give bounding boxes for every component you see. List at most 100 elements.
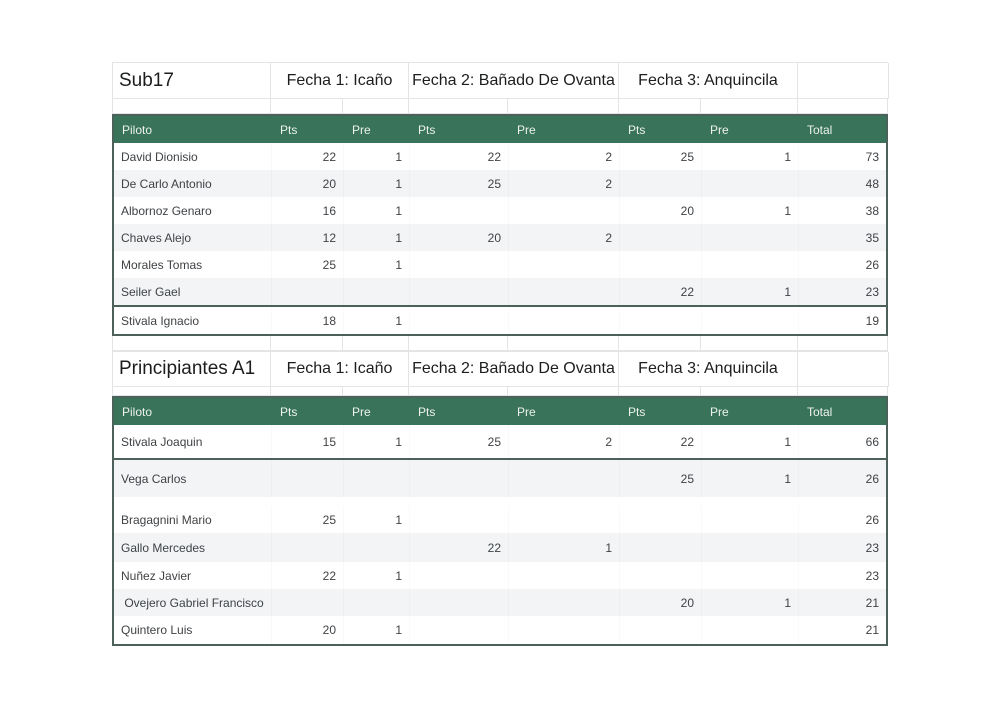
pre-cell [702,224,799,251]
category-title-row-sub17: Sub17 Fecha 1: Icaño Fecha 2: Bañado De … [112,62,889,99]
pre-cell: 1 [344,170,410,197]
category-title-row-principiantes-a1: Principiantes A1 Fecha 1: Icaño Fecha 2:… [112,351,889,387]
pre-cell [702,533,799,562]
table-row: Bragagnini Mario 25 1 26 [114,506,886,533]
pre-cell: 1 [344,143,410,170]
pre-cell: 1 [344,307,410,334]
empty-cell [271,387,343,396]
empty-cell [409,336,508,351]
event-title-fecha1: Fecha 1: Icaño [271,63,409,99]
empty-cell [798,336,888,351]
pts-cell [620,562,702,589]
pts-cell: 15 [272,425,344,458]
empty-cell [701,99,798,114]
pts-cell [410,251,509,278]
pts-cell [410,460,509,497]
pre-cell: 2 [509,143,620,170]
empty-cell [113,387,271,396]
pilot-cell: Quintero Luis [114,616,272,644]
header-pre-f1: Pre [352,404,371,419]
total-cell: 26 [865,471,879,486]
pts-cell [620,307,702,334]
pts-cell [620,224,702,251]
empty-cell [701,387,798,396]
pts-cell [620,616,702,644]
pre-cell: 2 [509,170,620,197]
empty-cell [113,99,271,114]
pilot-cell: Morales Tomas [114,251,272,278]
table-row: Morales Tomas 25 1 26 [114,251,886,278]
pts-cell: 22 [410,143,509,170]
pre-cell [702,506,799,533]
pre-cell [344,533,410,562]
header-pre-f1: Pre [352,122,371,137]
empty-cell [343,387,409,396]
pilot-cell: David Dionisio [114,143,272,170]
total-cell: 23 [865,284,879,299]
pre-cell: 1 [344,506,410,533]
header-pts-f3: Pts [628,404,646,419]
pilot-cell: Chaves Alejo [114,224,272,251]
pts-cell [272,460,344,497]
pts-cell: 22 [620,278,702,305]
spacer-row [112,99,888,114]
pts-cell: 20 [272,170,344,197]
column-header-row: Piloto Pts Pre Pts Pre Pts Pre Total [114,116,886,143]
published-sheet: Sub17 Fecha 1: Icaño Fecha 2: Bañado De … [112,62,889,646]
empty-cell [508,387,619,396]
empty-cell [508,99,619,114]
header-pts-f2: Pts [418,122,436,137]
pts-cell [410,506,509,533]
pre-cell [702,170,799,197]
event-title-fecha2: Fecha 2: Bañado De Ovanta [409,352,619,387]
pts-cell [410,197,509,224]
pts-cell: 25 [620,143,702,170]
pts-cell: 25 [620,460,702,497]
pre-cell [344,278,410,305]
pts-cell: 16 [272,197,344,224]
empty-cell [798,352,889,387]
pre-cell: 1 [702,460,799,497]
pre-cell: 1 [344,616,410,644]
pts-cell: 25 [410,425,509,458]
total-cell: 23 [865,568,879,583]
header-pts-f1: Pts [280,122,298,137]
pilot-cell: Stivala Ignacio [114,307,272,334]
empty-cell [619,387,701,396]
hidden-row-spacer [114,497,886,506]
total-cell: 66 [865,434,879,449]
total-cell: 26 [865,512,879,527]
category-title: Sub17 [113,63,271,99]
pts-cell: 22 [272,143,344,170]
header-total: Total [807,404,833,419]
table-row: De Carlo Antonio 20 1 25 2 48 [114,170,886,197]
pre-cell [702,562,799,589]
pts-cell: 25 [272,251,344,278]
pre-cell [344,460,410,497]
pre-cell: 1 [702,589,799,616]
pilot-cell: De Carlo Antonio [114,170,272,197]
table-row: Chaves Alejo 12 1 20 2 35 [114,224,886,251]
pts-cell [620,251,702,278]
total-cell: 35 [865,230,879,245]
table-row: Seiler Gael 22 1 23 [114,278,886,305]
pilot-cell: Nuñez Javier [114,562,272,589]
pilot-cell: Gallo Mercedes [114,533,272,562]
event-title-fecha2: Fecha 2: Bañado De Ovanta [409,63,619,99]
pts-cell [620,506,702,533]
event-title-fecha3: Fecha 3: Anquincila [619,352,798,387]
empty-cell [619,99,701,114]
pre-cell: 2 [509,425,620,458]
pre-cell [702,251,799,278]
pre-cell: 1 [344,425,410,458]
pts-cell: 20 [410,224,509,251]
column-header-row: Piloto Pts Pre Pts Pre Pts Pre Total [114,398,886,425]
table-row: Quintero Luis 20 1 21 [114,616,886,644]
empty-cell [798,387,888,396]
total-cell: 26 [865,257,879,272]
pts-cell: 18 [272,307,344,334]
pre-cell: 1 [344,224,410,251]
category-title: Principiantes A1 [113,352,271,387]
pre-cell [702,616,799,644]
pilot-cell: Albornoz Genaro [114,197,272,224]
